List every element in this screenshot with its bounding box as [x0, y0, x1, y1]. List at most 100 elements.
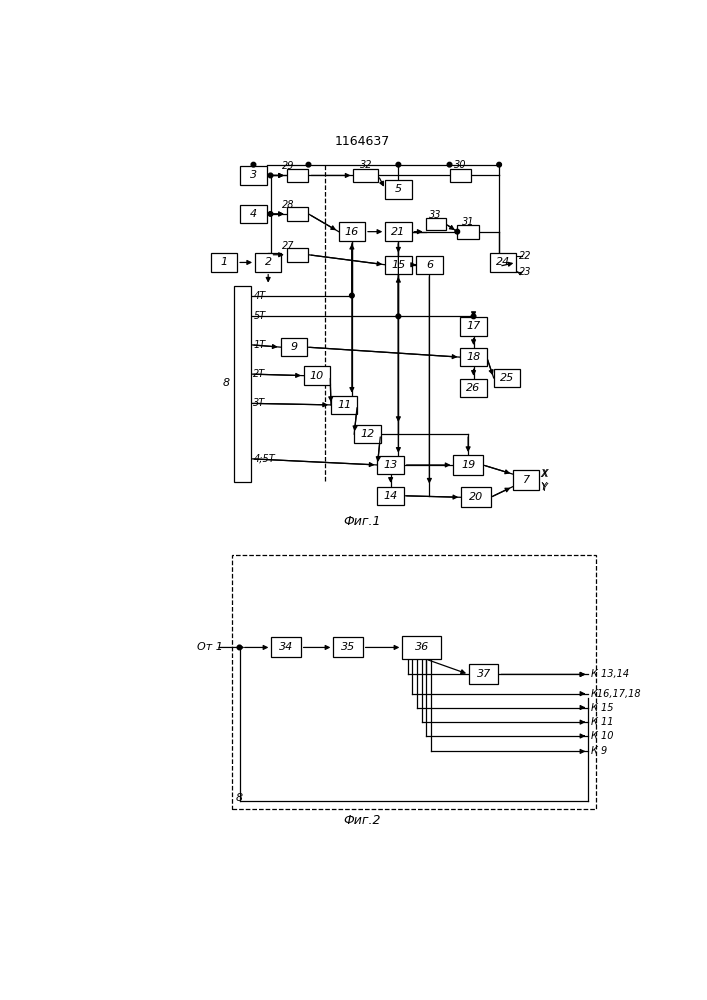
Circle shape — [396, 314, 401, 319]
Text: 33: 33 — [429, 210, 442, 220]
Text: 13: 13 — [383, 460, 398, 470]
Bar — [354, 425, 380, 443]
Bar — [490, 253, 516, 272]
Text: 2T: 2T — [253, 369, 266, 379]
Text: Фиг.2: Фиг.2 — [343, 814, 380, 827]
Text: 6: 6 — [426, 260, 433, 270]
Bar — [461, 487, 491, 507]
Bar — [240, 205, 267, 223]
Text: 4: 4 — [250, 209, 257, 219]
Text: К 10: К 10 — [590, 731, 613, 741]
Bar — [354, 169, 378, 182]
Text: 4;5T: 4;5T — [253, 454, 275, 464]
Text: 25: 25 — [500, 373, 514, 383]
Text: 32: 32 — [360, 160, 372, 170]
Bar — [287, 207, 308, 221]
Text: К16,17,18: К16,17,18 — [590, 689, 641, 699]
Text: 23: 23 — [518, 267, 531, 277]
Text: К 15: К 15 — [590, 703, 613, 713]
Bar — [469, 664, 498, 684]
Bar — [255, 253, 281, 272]
Bar — [331, 396, 357, 414]
Text: 22: 22 — [518, 251, 531, 261]
Bar — [416, 256, 443, 274]
Text: 35: 35 — [341, 642, 355, 652]
Bar — [385, 256, 411, 274]
Text: 1: 1 — [221, 257, 228, 267]
Bar — [232, 555, 596, 809]
Text: Фиг.1: Фиг.1 — [343, 515, 380, 528]
Bar — [460, 348, 486, 366]
Bar — [287, 169, 308, 182]
Circle shape — [306, 162, 311, 167]
Bar — [240, 166, 267, 185]
Text: 8: 8 — [235, 793, 243, 803]
Circle shape — [349, 293, 354, 298]
Bar — [457, 225, 479, 239]
Circle shape — [251, 162, 256, 167]
Text: 7: 7 — [522, 475, 530, 485]
Bar — [378, 456, 404, 474]
Text: 28: 28 — [282, 200, 295, 210]
Text: 14: 14 — [383, 491, 398, 501]
Bar — [450, 169, 472, 182]
Text: 2: 2 — [264, 257, 271, 267]
Text: 20: 20 — [469, 492, 483, 502]
Circle shape — [268, 173, 273, 178]
Text: От 1: От 1 — [197, 642, 223, 652]
Bar — [281, 338, 307, 356]
Text: К 13,14: К 13,14 — [590, 669, 629, 679]
Bar — [460, 317, 486, 336]
Text: 5T: 5T — [253, 311, 266, 321]
Circle shape — [268, 212, 273, 216]
Text: 16: 16 — [345, 227, 359, 237]
Bar — [426, 218, 445, 230]
Text: 10: 10 — [310, 371, 324, 381]
Text: 31: 31 — [462, 217, 474, 227]
Text: К 9: К 9 — [590, 746, 607, 756]
Text: Y: Y — [542, 483, 548, 493]
Text: 19: 19 — [461, 460, 475, 470]
Text: 1164637: 1164637 — [334, 135, 390, 148]
Bar — [287, 248, 308, 262]
Circle shape — [472, 314, 476, 319]
Text: 9: 9 — [290, 342, 298, 352]
Text: 24: 24 — [496, 257, 510, 267]
Text: 1T: 1T — [253, 340, 266, 350]
Text: 3: 3 — [250, 170, 257, 180]
Text: 21: 21 — [391, 227, 406, 237]
Text: 30: 30 — [454, 160, 467, 170]
Text: 37: 37 — [477, 669, 491, 679]
Bar — [271, 637, 300, 657]
Text: 11: 11 — [337, 400, 351, 410]
Bar — [333, 637, 363, 657]
Text: 29: 29 — [282, 161, 295, 171]
Bar — [460, 379, 486, 397]
Text: 15: 15 — [391, 260, 406, 270]
Text: 26: 26 — [467, 383, 481, 393]
Circle shape — [455, 229, 460, 234]
Text: 8: 8 — [223, 378, 230, 388]
Text: 4T: 4T — [253, 291, 266, 301]
Circle shape — [396, 162, 401, 167]
Text: 17: 17 — [467, 321, 481, 331]
Bar — [304, 366, 330, 385]
Text: 5: 5 — [395, 184, 402, 194]
Text: 27: 27 — [282, 241, 295, 251]
Text: 18: 18 — [467, 352, 481, 362]
Bar — [378, 487, 404, 505]
Text: 36: 36 — [414, 642, 428, 652]
Circle shape — [237, 645, 242, 650]
Bar — [385, 222, 411, 241]
Text: 34: 34 — [279, 642, 293, 652]
Bar — [453, 455, 483, 475]
Text: 3T: 3T — [253, 398, 266, 408]
Circle shape — [448, 162, 452, 167]
Text: X: X — [542, 469, 549, 479]
Text: Y: Y — [540, 482, 547, 492]
Bar — [385, 180, 411, 199]
Bar — [234, 286, 251, 482]
Text: X: X — [540, 469, 547, 479]
Bar — [493, 369, 520, 387]
Bar — [402, 636, 441, 659]
